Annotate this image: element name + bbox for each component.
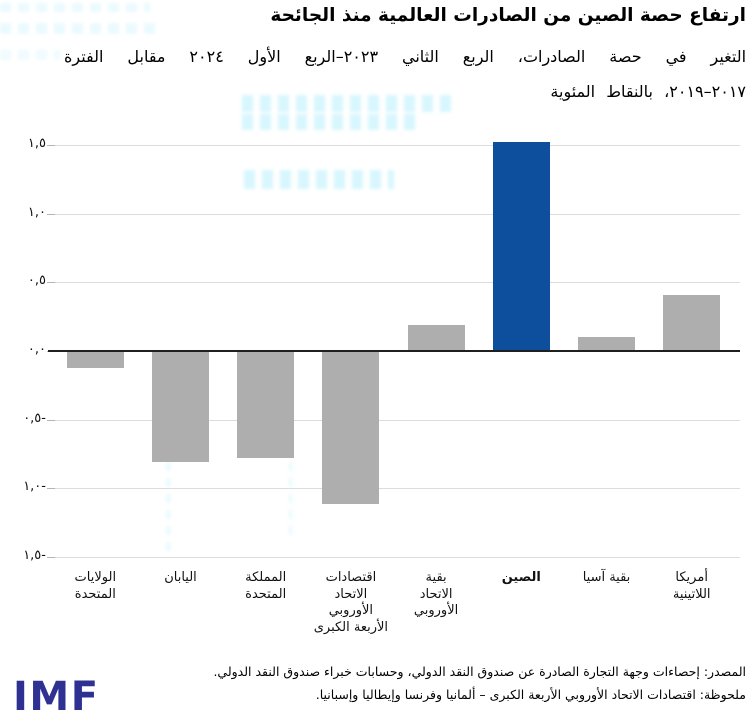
- chart-bar-2: [237, 352, 295, 458]
- chart-bar-7: [663, 294, 721, 351]
- y-axis-tick: [47, 556, 55, 558]
- gridline: [55, 419, 740, 421]
- y-axis-label: ١,٥: [27, 136, 46, 152]
- x-category-label: بقية آسيا: [582, 570, 631, 585]
- x-category-label: اقتصادات الاتحاد الأوروبي الأربعة الكبرى: [313, 570, 389, 635]
- bar-chart-plot: [47, 135, 740, 565]
- y-axis-tick: [47, 282, 55, 284]
- y-axis-label: ١,٠-: [23, 479, 46, 495]
- gridline: [55, 488, 740, 490]
- y-axis-tick: [47, 145, 55, 147]
- watermark-artifact: [0, 50, 60, 60]
- source-note: المصدر: إحصاءات وجهة التجارة الصادرة عن …: [213, 664, 746, 679]
- chart-bar-0: [66, 352, 124, 369]
- imf-logo: IMF: [13, 674, 100, 720]
- y-axis-label: ١,٥-: [23, 547, 46, 563]
- chart-bar-4: [407, 324, 465, 351]
- x-category-label: أمريكا اللاتينية: [672, 570, 711, 602]
- y-axis-tick: [47, 213, 55, 215]
- x-category-label: الصين: [501, 570, 541, 585]
- chart-subtitle-line1: التغير في حصة الصادرات، الربع الثاني ٢٠٢…: [64, 47, 747, 66]
- chart-subtitle-line2: ٢٠١٧–٢٠١٩، بالنقاط المئوية: [550, 82, 746, 101]
- x-category-label: بقية الاتحاد الأوروبي: [413, 570, 459, 618]
- y-axis-tick: [47, 419, 55, 421]
- x-category-label: المملكة المتحدة: [245, 570, 287, 602]
- chart-title: ارتفاع حصة الصين من الصادرات العالمية من…: [270, 5, 746, 26]
- y-axis-label: ٠,٥: [27, 273, 46, 289]
- chart-footer: المصدر: إحصاءات وجهة التجارة الصادرة عن …: [130, 660, 746, 706]
- chart-bar-5: [492, 142, 550, 351]
- gridline: [55, 213, 740, 215]
- chart-bar-1: [152, 352, 209, 462]
- y-axis-tick: [47, 488, 55, 490]
- y-axis-label: ٠,٥-: [23, 410, 46, 426]
- watermark-artifact: [242, 114, 417, 130]
- x-category-label: الولايات المتحدة: [74, 570, 117, 602]
- y-axis-label: ١,٠: [27, 204, 46, 220]
- gridline: [55, 556, 740, 558]
- chart-bar-6: [578, 337, 635, 351]
- x-category-label: اليابان: [164, 570, 197, 585]
- gridline: [55, 282, 740, 284]
- y-axis-label: ٠,٠: [27, 342, 46, 357]
- gridline: [55, 145, 740, 147]
- chart-bar-3: [322, 352, 380, 505]
- x-axis-zero-line: [48, 350, 740, 352]
- methodology-note: ملحوظة: اقتصادات الاتحاد الأوروبي الأربع…: [315, 687, 746, 702]
